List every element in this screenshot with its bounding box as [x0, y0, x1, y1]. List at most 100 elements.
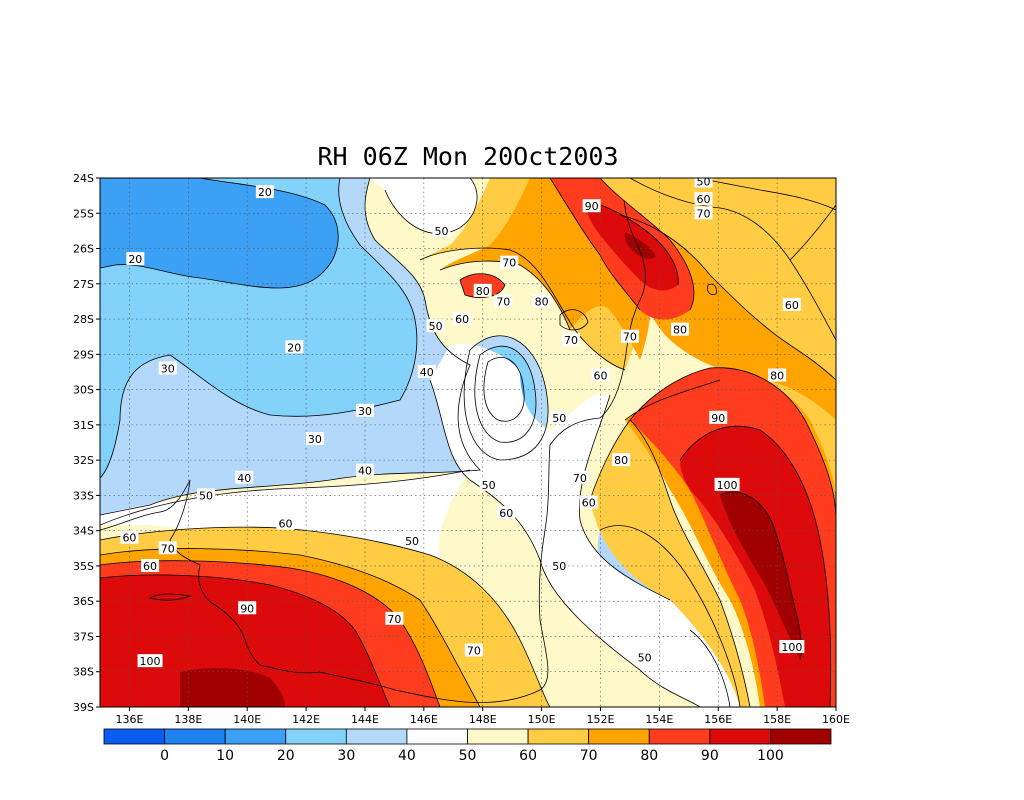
contour-label: 50 [694, 174, 713, 189]
lat-tick-label: 25S [73, 207, 94, 220]
lat-tick-label: 33S [73, 489, 94, 502]
contour-label-bg [120, 530, 139, 544]
contour-label-bg [158, 361, 177, 375]
lat-tick-label: 27S [73, 278, 94, 291]
contour-label-text: 30 [358, 405, 372, 418]
contour-label-bg [582, 199, 601, 213]
rh-10-20-region [100, 178, 339, 288]
lat-tick-label: 29S [73, 348, 94, 361]
contour-label-text: 70 [502, 257, 516, 270]
rh-100plus-sw [180, 668, 285, 707]
colorbar-level-label: 30 [337, 748, 355, 764]
contour-label-text: 70 [623, 331, 637, 344]
colorbar-level-label: 90 [701, 748, 719, 764]
contour-label-text: 20 [287, 341, 301, 354]
lon-tick-label: 144E [351, 713, 379, 726]
contour-label-text: 70 [496, 295, 510, 308]
lat-tick-label: 30S [73, 384, 94, 397]
contour-label-bg [385, 611, 404, 625]
contour-label: 90 [582, 199, 601, 213]
contour-label: 100 [137, 654, 163, 668]
contour-label-text: 70 [573, 472, 587, 485]
lon-tick-label: 154E [645, 713, 673, 726]
contour-label-text: 60 [143, 560, 157, 573]
contour-label-text: 100 [781, 641, 802, 654]
contour-label: 70 [694, 206, 713, 220]
contour-label-bg [562, 333, 581, 347]
rh-60-70-east [590, 420, 750, 707]
lon-tick-label: 136E [115, 713, 143, 726]
colorbar-swatch [527, 728, 590, 745]
contour-label-text: 50 [405, 535, 419, 548]
contour-label: 30 [305, 431, 324, 446]
contour-label: 70 [620, 329, 639, 344]
rh-100plus-east [720, 491, 802, 660]
contour-label-bg [591, 368, 610, 382]
lat-tick-label: 35S [73, 560, 94, 573]
colorbar-swatch [648, 728, 711, 745]
longitude-axis: 136E 138E 140E 142E 144E 146E 148E 150E 152E 154E… [115, 707, 850, 726]
contour-label-bg [497, 506, 516, 520]
contour-label: 70 [494, 294, 513, 308]
contour-label: 40 [355, 463, 374, 478]
lon-tick-label: 140E [233, 713, 261, 726]
contour-label-bg [779, 640, 805, 654]
contour-label: 30 [158, 361, 177, 375]
contour-label-text: 40 [358, 465, 372, 478]
lon-tick-label: 160E [822, 713, 850, 726]
lon-tick-label: 138E [174, 713, 202, 726]
lat-tick-label: 24S [73, 172, 94, 185]
contour-label-text: 50 [482, 479, 496, 492]
contour-label: 60 [120, 530, 139, 545]
colorbar-swatch [103, 728, 165, 745]
contour-label-text: 90 [711, 412, 725, 425]
contour-label: 100 [714, 477, 740, 492]
contour-label-bg [355, 403, 374, 417]
contour-label: 70 [570, 470, 589, 485]
contour-label: 70 [562, 333, 581, 347]
contour-label-layer: 20 20 20 30 30 30 40 40 40 50 50 50 50 50 50 50 50 50 60 60… [120, 174, 805, 668]
contour-label-text: 50 [697, 176, 711, 189]
contour-label-bg [550, 558, 569, 572]
contour-label-text: 60 [499, 507, 513, 520]
lat-tick-label: 39S [73, 701, 94, 714]
contour-label-bg [235, 470, 254, 484]
rh-40-50-band-center [430, 343, 740, 707]
map-title: RH 06Z Mon 20Oct2003 [317, 142, 618, 171]
contour-label-bg [158, 541, 177, 555]
latitude-axis: 24S 25S 26S 27S 28S 29S 30S 31S 32S 33S 34S 35S 36S 3… [73, 172, 100, 714]
colorbar-swatch [406, 728, 468, 745]
contour-label-bg [126, 252, 145, 266]
contour-label-bg [464, 643, 483, 657]
lat-tick-label: 34S [73, 525, 94, 538]
colorbar-level-label: 0 [160, 748, 169, 764]
colorbar-swatch [588, 728, 650, 745]
contour-label-bg [635, 650, 654, 664]
contour-label-text: 30 [308, 433, 322, 446]
contour-label: 20 [285, 340, 304, 354]
contour-label-text: 30 [161, 362, 175, 375]
contour-label-text: 80 [535, 295, 549, 308]
contour-label-text: 60 [593, 369, 607, 382]
lon-tick-label: 148E [469, 713, 497, 726]
lon-tick-label: 152E [587, 713, 615, 726]
contour-label-bg [500, 255, 519, 269]
contour-label-bg [255, 185, 274, 199]
contour-label-bg [620, 329, 639, 343]
colorbar-level-label: 60 [519, 748, 537, 764]
lon-tick-label: 146E [410, 713, 438, 726]
island [707, 283, 717, 295]
contour-label-text: 70 [161, 542, 175, 555]
contour-label-text: 50 [199, 489, 213, 502]
colorbar-level-label: 50 [459, 748, 477, 764]
contour-label-text: 80 [673, 324, 687, 337]
contour-label-bg [403, 534, 422, 548]
contour-label-text: 70 [467, 645, 481, 658]
contour-label-bg [714, 477, 740, 491]
contour-label-text: 90 [585, 200, 599, 213]
contour-label: 70 [500, 255, 519, 270]
contour-label-text: 70 [564, 334, 578, 347]
contour-label-bg [276, 516, 295, 530]
contour-label: 40 [417, 364, 436, 379]
colorbar-swatch [709, 728, 771, 745]
